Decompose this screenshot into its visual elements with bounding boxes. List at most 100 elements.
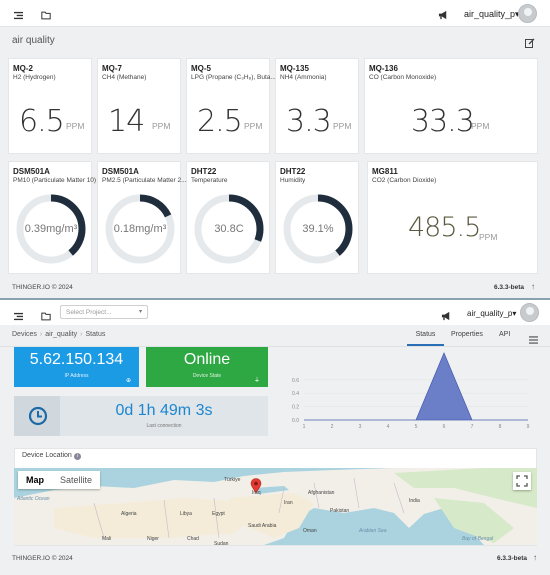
device-state-value: Online: [183, 351, 231, 368]
map-label: Atlantic Ocean: [17, 496, 50, 502]
breadcrumb-devices[interactable]: Devices: [12, 331, 37, 338]
fullscreen-button[interactable]: [513, 472, 531, 490]
tab-properties[interactable]: Properties: [451, 331, 483, 338]
gauge-value: 0.18mg/m³: [113, 223, 167, 235]
x-tick-label: 6: [443, 424, 446, 430]
globe-icon: ⊕: [125, 378, 131, 384]
y-tick-label: 0.6: [292, 378, 299, 384]
info-icon: i: [73, 453, 81, 460]
breadcrumb-device[interactable]: air_quality: [45, 331, 78, 338]
gauge-card: DHT22 Temperature 30.8C: [186, 161, 270, 274]
breadcrumb: Devices › air_quality › Status: [12, 331, 106, 338]
megaphone-icon[interactable]: [441, 308, 452, 326]
scroll-top-icon[interactable]: ↑: [531, 282, 535, 291]
device-state-tile: Online Device State ⏚: [146, 347, 268, 387]
gauge-card: DSM501A PM2.5 (Particulate Matter 2... 0…: [97, 161, 186, 274]
tab-api[interactable]: API: [499, 331, 511, 338]
card-unit: PPM: [471, 121, 490, 131]
sidebar-toggle-icon[interactable]: [14, 308, 23, 326]
x-tick-label: 2: [331, 424, 334, 430]
map-label: Iraq: [252, 490, 261, 496]
card-title: MQ-2: [13, 64, 33, 73]
footer-version: 6.3.3-beta: [497, 555, 527, 562]
device-state-label: Device State: [192, 373, 222, 379]
gauge-value: 30.8C: [214, 223, 244, 235]
gauge-value: 0.39mg/m³: [24, 223, 78, 235]
project-select[interactable]: Select Project... ▾: [60, 305, 148, 319]
card-subtitle: H2 (Hydrogen): [13, 74, 56, 81]
x-tick-label: 3: [359, 424, 362, 430]
map-label: Sudan: [214, 541, 229, 545]
card-title: DHT22: [191, 167, 217, 176]
gauge-fill: [105, 194, 175, 264]
co2-card: MG811 CO2 (Carbon Dioxide) 485.5 PPM: [367, 161, 538, 274]
map-label: Chad: [187, 536, 199, 542]
screenshot-divider: [0, 298, 550, 300]
scroll-top-icon[interactable]: ↑: [533, 553, 537, 562]
megaphone-icon[interactable]: [438, 7, 449, 25]
donut-gauge: [283, 194, 353, 264]
map-label: Niger: [147, 536, 159, 542]
location-label: Device Location i: [22, 452, 81, 460]
map-label: Türkiye: [224, 477, 241, 483]
card-subtitle: CO2 (Carbon Dioxide): [372, 177, 437, 184]
card-title: MQ-5: [191, 64, 211, 73]
card-subtitle: PM10 (Particulate Matter 10): [13, 177, 97, 184]
footer-copyright: THINGER.IO © 2024: [12, 555, 73, 562]
sidebar-toggle-icon[interactable]: [14, 7, 23, 25]
folder-open-icon[interactable]: [41, 308, 51, 326]
satellite-button[interactable]: Satellite: [60, 475, 93, 485]
card-subtitle: PM2.5 (Particulate Matter 2...: [102, 177, 186, 184]
edit-icon[interactable]: [525, 35, 535, 53]
gauge-fill: [194, 194, 264, 264]
ip-address-label: IP Address: [64, 373, 89, 379]
map-land: [14, 468, 537, 545]
card-subtitle: NH4 (Ammonia): [280, 74, 327, 81]
map-label: Algeria: [121, 511, 137, 517]
gauge-card: DSM501A PM10 (Particulate Matter 10) 0.3…: [8, 161, 96, 274]
footer-copyright: THINGER.IO © 2024: [12, 284, 73, 291]
map[interactable]: Map Satellite Türkiye Iraq Iran Afghanistan…: [14, 468, 537, 545]
clock-icon: [28, 406, 48, 431]
card-subtitle: CO (Carbon Monoxide): [369, 74, 437, 81]
x-tick-label: 5: [415, 424, 418, 430]
avatar[interactable]: [518, 4, 537, 23]
map-label: Arabian Sea: [359, 528, 387, 534]
map-label: Libya: [180, 511, 192, 517]
menu-icon[interactable]: [529, 331, 538, 349]
fullscreen-icon: [516, 475, 528, 487]
location-pin-icon[interactable]: [250, 478, 262, 499]
map-label: Bay of Bengal: [462, 536, 494, 542]
card-unit: PPM: [152, 121, 171, 131]
card-value: 3.3: [286, 104, 332, 139]
map-button[interactable]: Map: [26, 475, 44, 485]
y-tick-label: 0.0: [292, 418, 299, 424]
y-tick-label: 0.2: [292, 405, 299, 411]
map-label: India: [409, 498, 420, 504]
card-title: MQ-7: [102, 64, 122, 73]
user-menu[interactable]: air_quality_p▾: [467, 309, 517, 318]
avatar[interactable]: [520, 303, 539, 322]
folder-icon[interactable]: [41, 7, 51, 25]
gauge-value: 39.1%: [302, 223, 334, 235]
co2-unit: PPM: [479, 232, 498, 242]
location-label-text: Device Location: [22, 452, 72, 459]
last-connection-label: Last connection: [146, 423, 182, 429]
last-connection-tile: 0d 1h 49m 3s Last connection: [14, 396, 268, 436]
tab-status[interactable]: Status: [407, 324, 444, 346]
x-tick-label: 4: [387, 424, 390, 430]
card-unit: PPM: [66, 121, 85, 131]
user-menu[interactable]: air_quality_p▾: [464, 9, 520, 19]
card-subtitle: CH4 (Methane): [102, 74, 147, 81]
donut-gauge: [194, 194, 264, 264]
map-label: Oman: [303, 528, 317, 534]
card-value: 6.5: [19, 104, 65, 139]
map-type-control: Map Satellite: [18, 471, 101, 489]
project-select-placeholder: Select Project...: [66, 309, 112, 316]
card-value: 2.5: [197, 104, 243, 139]
map-label: Mali: [102, 536, 112, 542]
gauge-fill: [16, 194, 86, 264]
map-label: Egypt: [212, 511, 225, 517]
map-label: Pakistan: [330, 508, 350, 514]
card-subtitle: LPG (Propane (C₃H₈), Buta...: [191, 74, 275, 81]
